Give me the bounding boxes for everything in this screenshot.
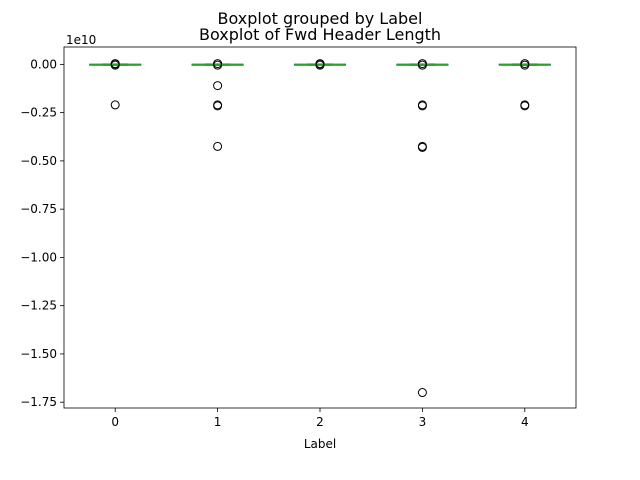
x-tick-label: 0 (111, 415, 119, 429)
y-tick-label: 0.00 (30, 57, 57, 71)
x-tick-label: 2 (316, 415, 324, 429)
outlier-point (213, 60, 223, 70)
outlier-point (520, 60, 530, 70)
y-tick-label: −0.50 (20, 154, 57, 168)
outlier-point (520, 101, 530, 111)
chart-suptitle: Boxplot grouped by Label (218, 9, 423, 28)
x-tick-label: 3 (419, 415, 427, 429)
y-tick-label: −1.50 (20, 347, 57, 361)
y-offset-text: 1e10 (66, 33, 96, 47)
y-tick-label: −1.25 (20, 299, 57, 313)
x-axis-label: Label (304, 437, 336, 451)
axes-frame (63, 46, 577, 409)
y-tick-label: −1.75 (20, 395, 57, 409)
outlier-point (315, 60, 325, 70)
outlier-point (417, 142, 427, 152)
outlier-point (213, 141, 223, 151)
y-tick-label: −0.75 (20, 202, 57, 216)
y-tick-label: −1.00 (20, 250, 57, 264)
outlier-point (417, 101, 427, 111)
outlier-point (417, 60, 427, 70)
x-tick-label: 4 (521, 415, 529, 429)
outlier-point (213, 81, 223, 91)
x-tick-label: 1 (214, 415, 222, 429)
outlier-point (417, 388, 427, 398)
outlier-point (110, 100, 120, 110)
outlier-point (213, 101, 223, 111)
plot-area: 0.00 −0.25 −0.50 −0.75 −1.00 −1.25 −1.50 −1.75 0… (20, 46, 577, 429)
outlier-point (110, 60, 120, 70)
y-tick-label: −0.25 (20, 106, 57, 120)
chart-title: Boxplot of Fwd Header Length (199, 25, 441, 44)
